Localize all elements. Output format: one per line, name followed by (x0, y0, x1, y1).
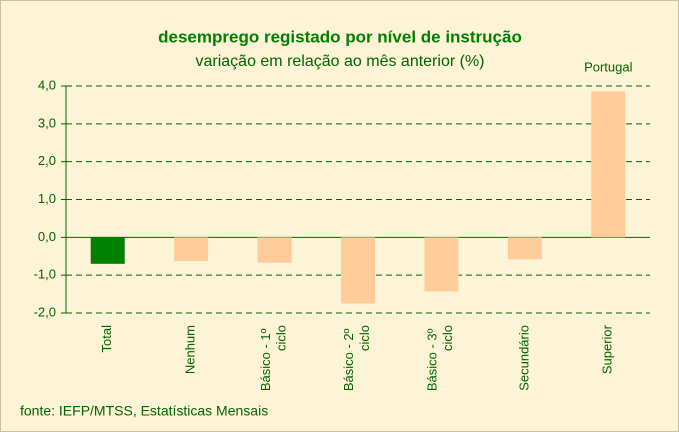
x-tick-label: Total (99, 325, 114, 353)
y-tick-label: -1,0 (34, 267, 56, 282)
y-tick-label: -2,0 (34, 304, 56, 319)
bar (341, 237, 375, 304)
bar (257, 237, 292, 263)
x-tick-label: Superior (600, 324, 615, 374)
annotation: Portugal (584, 59, 633, 74)
source-note: fonte: IEFP/MTSS, Estatísticas Mensais (20, 403, 268, 419)
x-tick-label: Secundário (516, 325, 531, 391)
x-tick-label: Básico - 3º ciclo (425, 325, 456, 391)
y-tick-label: 2,0 (38, 153, 56, 168)
bar (174, 237, 209, 262)
x-tick-label: Nenhum (183, 325, 198, 374)
chart-title: desemprego registado por nível de instru… (158, 27, 522, 46)
bar (424, 237, 459, 292)
bar (591, 91, 626, 238)
y-tick-label: 4,0 (38, 77, 56, 92)
y-tick-label: 3,0 (38, 115, 56, 130)
x-tick-label: Básico - 2º ciclo (342, 325, 373, 391)
x-tick-label: Básico - 1º ciclo (258, 325, 289, 391)
y-tick-label: 0,0 (38, 229, 56, 244)
y-tick-label: 1,0 (38, 191, 56, 206)
bar (90, 237, 125, 264)
bar (507, 237, 542, 260)
chart-subtitle: variação em relação ao mês anterior (%) (195, 53, 484, 70)
